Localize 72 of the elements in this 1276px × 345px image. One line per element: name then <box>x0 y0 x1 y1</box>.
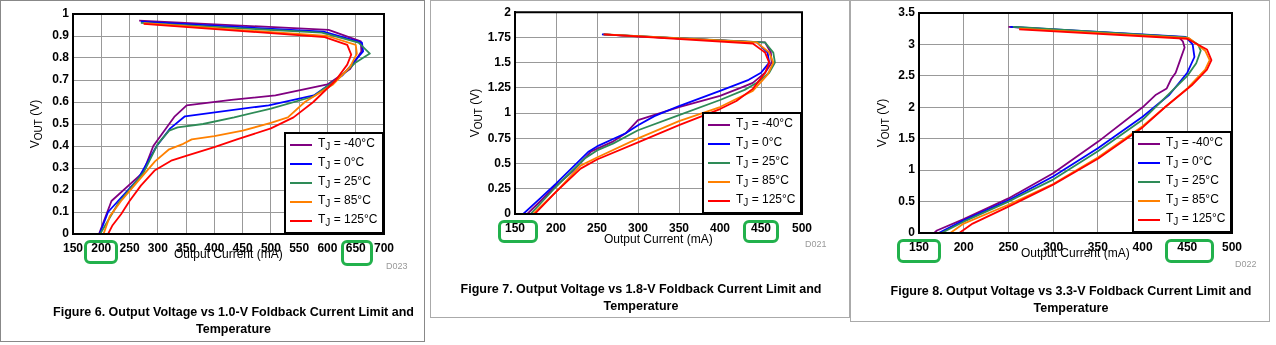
y-tick-label: 3.5 <box>898 5 916 20</box>
y-tick-label: 0.9 <box>52 28 70 43</box>
y-tick-label: 0.3 <box>52 160 70 175</box>
text: D021 <box>805 239 827 249</box>
text: Figure 7. Output Voltage vs 1.8-V Foldback Current Limit and Temperature <box>459 281 823 315</box>
x-tick-label: 450 <box>1177 239 1198 254</box>
y-tick-label: 3 <box>908 36 916 51</box>
x-tick-label: 200 <box>91 240 112 255</box>
legend-label: T$_{J}$ = 0°C <box>1166 153 1213 173</box>
x-tick-label: 300 <box>147 240 169 255</box>
y-tick-label: 0.7 <box>52 72 70 87</box>
x-tick-label: 500 <box>1221 239 1243 254</box>
y-tick-label: 2.5 <box>898 68 916 83</box>
y-tick-label: 0.6 <box>52 94 70 109</box>
text: D022 <box>1235 259 1257 269</box>
legend-label: T$_{J}$ = 85°C <box>318 192 371 212</box>
y-tick-label: 0 <box>908 225 916 240</box>
y-tick-label: 1.5 <box>898 131 916 146</box>
text: Figure 8. Output Voltage vs 3.3-V Foldback Current Limit and Temperature <box>889 283 1253 317</box>
x-tick-label: 400 <box>709 220 731 235</box>
y-tick-label: 2 <box>908 99 916 114</box>
y-tick-label: 0.2 <box>52 182 70 197</box>
y-tick-label: 1.5 <box>494 54 512 69</box>
x-tick-label: 150 <box>62 240 84 255</box>
y-tick-label: 0 <box>62 226 70 241</box>
legend-label: T$_{J}$ = 125°C <box>318 211 378 230</box>
legend-label: T$_{J}$ = 125°C <box>1166 210 1226 229</box>
x-tick-label: 700 <box>373 240 395 255</box>
x-tick-label: 500 <box>791 220 813 235</box>
x-tick-label: 250 <box>119 240 140 255</box>
legend-label: T$_{J}$ = -40°C <box>736 116 793 135</box>
y-tick-label: 0.5 <box>898 193 916 208</box>
x-tick-label: 350 <box>668 220 690 235</box>
text: D023 <box>386 261 408 271</box>
legend-label: T$_{J}$ = 25°C <box>318 173 371 193</box>
y-tick-label: 1 <box>908 162 916 177</box>
legend-label: T$_{J}$ = 25°C <box>736 153 789 173</box>
legend-label: T$_{J}$ = 85°C <box>736 172 789 192</box>
y-tick-label: 0 <box>504 206 512 221</box>
x-axis-title: Output Current (mA) <box>604 232 713 246</box>
text: Figure 6. Output Voltage vs 1.0-V Foldback Current Limit and Temperature <box>52 304 415 338</box>
y-tick-label: 1 <box>504 105 512 120</box>
y-tick-label: 2 <box>504 4 512 19</box>
y-tick-label: 0.4 <box>52 138 70 153</box>
y-tick-label: 0.8 <box>52 50 70 65</box>
x-tick-label: 300 <box>627 220 649 235</box>
y-tick-label: 0.5 <box>52 116 70 131</box>
legend-label: T$_{J}$ = -40°C <box>318 136 375 155</box>
x-tick-label: 150 <box>908 239 930 254</box>
legend-label: T$_{J}$ = 0°C <box>736 134 783 154</box>
y-tick-label: 1 <box>62 6 70 21</box>
x-tick-label: 400 <box>1132 239 1153 254</box>
legend-label: T$_{J}$ = 85°C <box>1166 191 1219 211</box>
x-tick-label: 250 <box>998 239 1019 254</box>
x-tick-label: 650 <box>345 240 367 255</box>
y-tick-label: 1.75 <box>487 29 512 44</box>
x-tick-label: 250 <box>586 220 608 235</box>
y-tick-label: 0.25 <box>487 181 512 196</box>
x-tick-label: 600 <box>317 240 338 255</box>
x-tick-label: 550 <box>289 240 310 255</box>
x-tick-label: 450 <box>750 220 772 235</box>
legend-label: T$_{J}$ = 25°C <box>1166 172 1219 192</box>
legend-label: T$_{J}$ = 125°C <box>736 191 796 210</box>
y-tick-label: 0.5 <box>494 155 512 170</box>
x-tick-label: 200 <box>953 239 975 254</box>
x-tick-label: 150 <box>504 220 526 235</box>
legend-label: T$_{J}$ = -40°C <box>1166 135 1223 154</box>
legend-label: T$_{J}$ = 0°C <box>318 154 365 174</box>
y-tick-label: 1.25 <box>487 80 512 95</box>
y-tick-label: 0.1 <box>52 204 70 219</box>
x-tick-label: 200 <box>545 220 567 235</box>
y-tick-label: 0.75 <box>487 130 512 145</box>
